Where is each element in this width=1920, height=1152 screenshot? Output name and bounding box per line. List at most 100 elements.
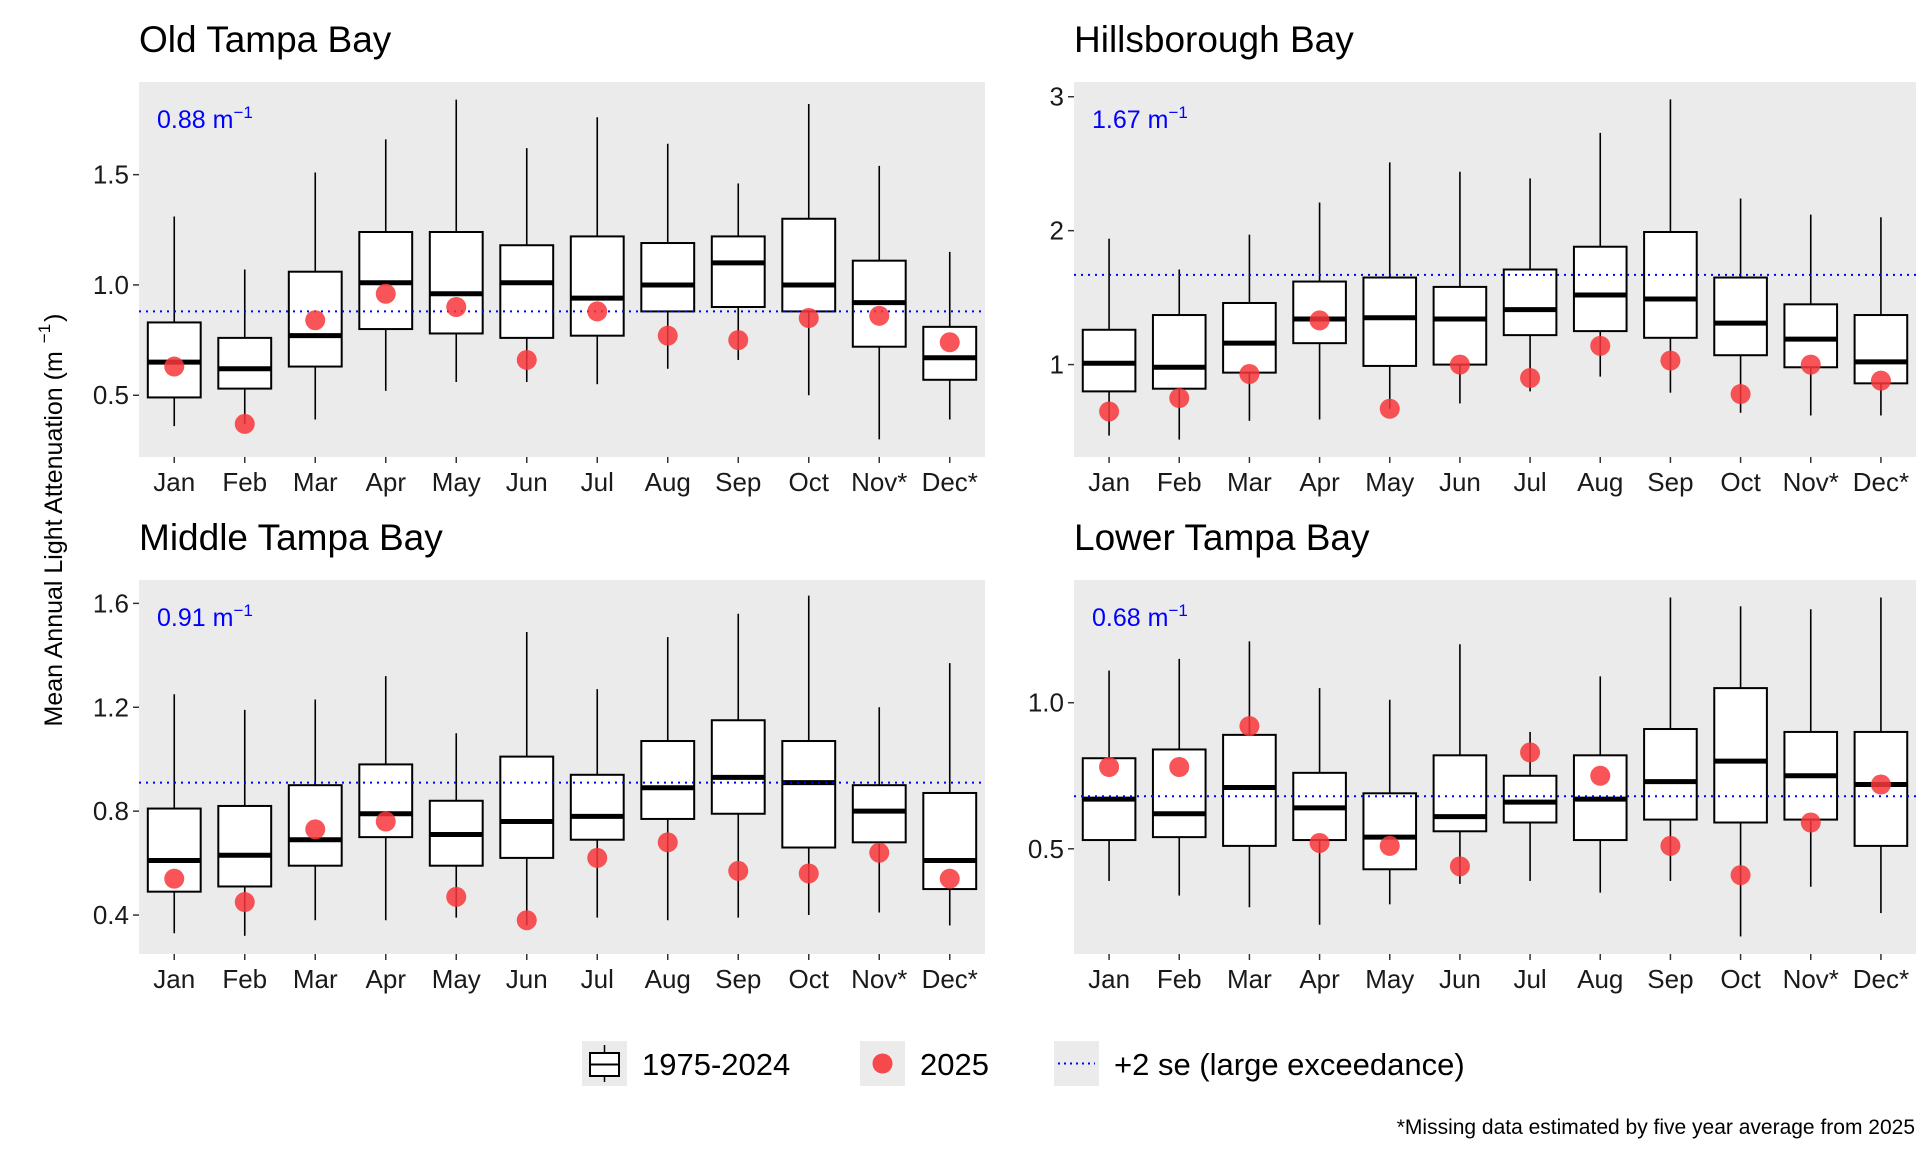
iqr-box (640, 242, 696, 313)
point-2025 (1379, 835, 1400, 856)
x-tick-label: Aug (645, 964, 691, 994)
x-tick-label: Aug (1577, 467, 1623, 497)
x-tick-label: Oct (1720, 964, 1761, 994)
threshold-label: 0.91 m−1 (157, 601, 253, 632)
legend-point-icon (872, 1053, 893, 1074)
y-tick-label: 0.8 (93, 796, 129, 826)
x-tick-label: May (1365, 467, 1414, 497)
box-may (428, 733, 484, 918)
y-tick-label: 3 (1050, 82, 1064, 112)
x-tick-label: Nov* (1783, 964, 1839, 994)
iqr-box (851, 784, 907, 844)
x-tick-label: Sep (715, 467, 761, 497)
point-2025 (516, 910, 537, 931)
point-2025 (446, 297, 467, 317)
box-jan (1081, 238, 1137, 436)
box-jun (1432, 644, 1488, 884)
x-tick-label: Mar (293, 467, 338, 497)
x-tick-label: Mar (1227, 467, 1272, 497)
panel-lower-tampa-bay: Lower Tampa Bay 0.5 1.0 Jan Feb Mar Apr May Jun J… (1028, 517, 1916, 994)
y-axis-label: Mean Annual Light Attenuation (m−1) (35, 314, 68, 727)
x-tick-label: Sep (1647, 964, 1693, 994)
iqr-box (781, 740, 837, 849)
box-jun (499, 148, 555, 382)
iqr-box (710, 719, 766, 815)
point-2025 (1449, 856, 1470, 877)
point-2025 (1239, 363, 1260, 384)
point-2025 (305, 819, 326, 840)
box-feb (217, 269, 273, 424)
box-apr (358, 139, 414, 391)
iqr-box (1713, 276, 1768, 357)
y-tick-label: 0.5 (93, 380, 129, 410)
x-tick-label: Apr (1299, 467, 1340, 497)
threshold-label: 0.88 m−1 (157, 103, 253, 134)
x-tick-label: May (432, 467, 481, 497)
box-sep (710, 613, 766, 918)
box-apr (1292, 688, 1347, 925)
point-2025 (305, 310, 326, 331)
point-2025 (375, 811, 396, 832)
iqr-box (569, 773, 625, 841)
panel-background (1074, 580, 1916, 954)
point-2025 (1590, 335, 1611, 356)
x-tick-label: Jan (153, 964, 195, 994)
x-tick-label: Jun (1439, 964, 1481, 994)
x-tick-label: Dec* (922, 964, 978, 994)
box-oct (781, 104, 837, 396)
point-2025 (1660, 350, 1681, 371)
box-jul (1502, 178, 1558, 392)
x-tick-label: Sep (715, 964, 761, 994)
point-2025 (1590, 765, 1611, 786)
x-tick-label: Oct (789, 467, 830, 497)
x-tick-label: Dec* (1853, 467, 1909, 497)
legend-item-box: 1975-2024 (582, 1041, 790, 1086)
iqr-box (1151, 314, 1207, 390)
box-nov (1783, 214, 1839, 416)
point-2025 (1449, 354, 1470, 375)
box-sep (1643, 99, 1698, 393)
x-tick-label: Jan (1088, 964, 1130, 994)
point-2025 (728, 860, 749, 881)
panel-title: Hillsborough Bay (1074, 19, 1354, 60)
y-tick-label: 2 (1050, 216, 1064, 246)
x-tick-label: Jul (1513, 467, 1546, 497)
x-tick-label: Nov* (851, 467, 907, 497)
panel-title: Middle Tampa Bay (139, 517, 443, 558)
x-tick-label: Jun (506, 467, 548, 497)
iqr-box (1362, 792, 1418, 871)
x-tick-label: Jun (506, 964, 548, 994)
box-feb (217, 709, 273, 936)
point-2025 (234, 892, 255, 913)
y-tick-label: 1.5 (93, 160, 129, 190)
x-tick-label: Jul (581, 467, 614, 497)
x-tick-label: Jan (153, 467, 195, 497)
x-tick-label: Jun (1439, 467, 1481, 497)
x-tick-label: Feb (1157, 467, 1202, 497)
panel-title: Old Tampa Bay (139, 19, 392, 60)
point-2025 (587, 301, 608, 322)
point-2025 (164, 356, 185, 377)
x-tick-label: Feb (222, 467, 267, 497)
x-tick-label: Dec* (1853, 964, 1909, 994)
iqr-box (710, 235, 766, 308)
point-2025 (657, 325, 678, 346)
point-2025 (1730, 384, 1751, 405)
x-tick-label: May (1365, 964, 1414, 994)
point-2025 (1169, 388, 1190, 409)
y-tick-label: 1.0 (1028, 688, 1064, 718)
box-nov (851, 165, 907, 440)
y-tick-label: 1.6 (93, 588, 129, 618)
point-2025 (1379, 398, 1400, 419)
point-2025 (939, 332, 960, 353)
panels: Old Tampa Bay 0.5 1.0 1.5 Jan Feb Mar Apr May Jun… (93, 19, 1916, 994)
iqr-box (499, 244, 555, 339)
point-2025 (1309, 310, 1330, 331)
x-tick-label: Feb (222, 964, 267, 994)
x-tick-label: Sep (1647, 467, 1693, 497)
box-jun (1432, 171, 1488, 404)
x-tick-label: Feb (1157, 964, 1202, 994)
legend-label-threshold: +2 se (large exceedance) (1114, 1047, 1465, 1082)
point-2025 (1660, 835, 1681, 856)
